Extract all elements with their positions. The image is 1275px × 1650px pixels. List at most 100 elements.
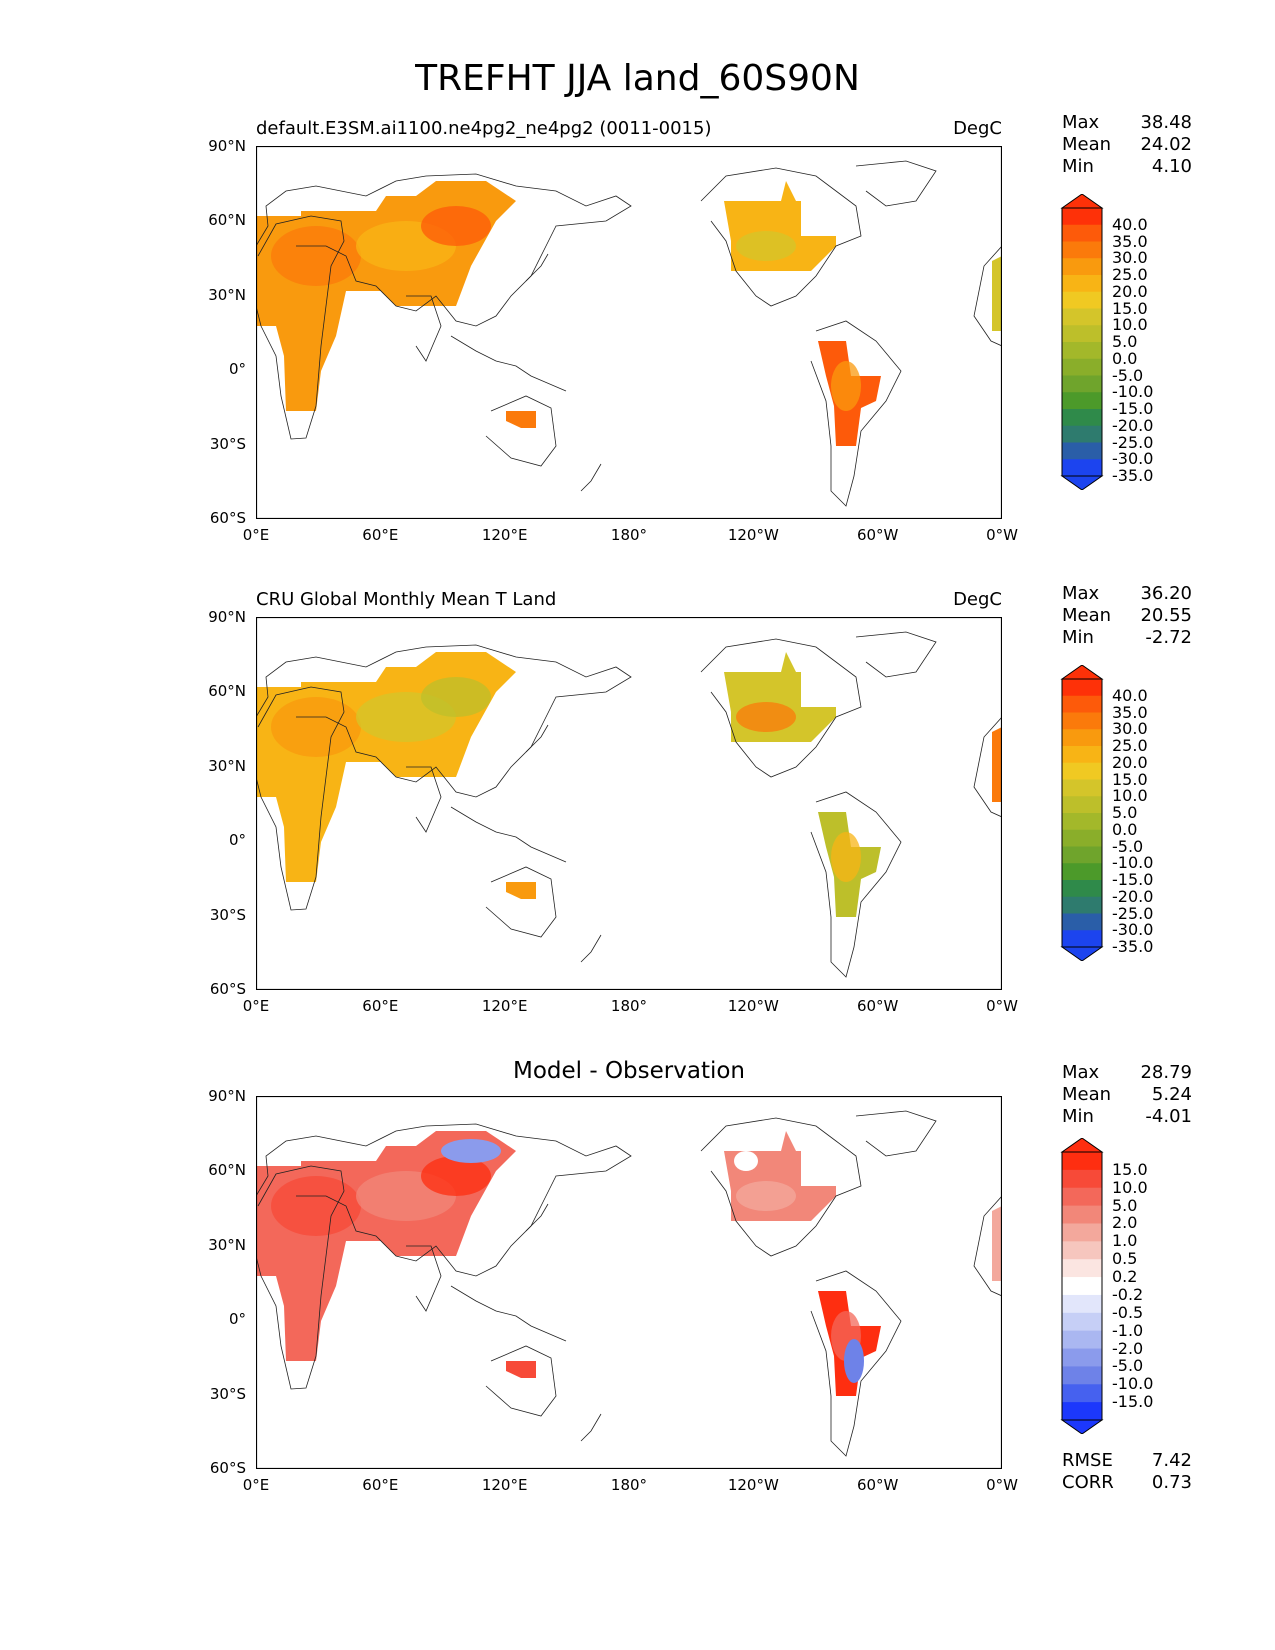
x-tick-label: 0°W bbox=[986, 1476, 1018, 1494]
panel-model: default.E3SM.ai1100.ne4pg2_ne4pg2 (0011-… bbox=[0, 112, 1275, 596]
colorbar-label: -15.0 bbox=[1112, 870, 1154, 889]
colorbar-swatch bbox=[1062, 1312, 1102, 1332]
map-svg bbox=[256, 1096, 1002, 1469]
data-contour bbox=[271, 697, 361, 757]
coastline bbox=[256, 173, 632, 327]
data-region bbox=[992, 727, 1002, 802]
coastline bbox=[450, 1285, 567, 1342]
colorbar-swatch bbox=[1062, 442, 1102, 460]
colorbar-label: 30.0 bbox=[1112, 719, 1148, 739]
colorbar-label: 2.0 bbox=[1112, 1213, 1138, 1233]
min-label: Min bbox=[1062, 627, 1094, 648]
colorbar-label: 30.0 bbox=[1112, 248, 1148, 268]
colorbar-swatch bbox=[1062, 896, 1102, 914]
x-tick-label: 180° bbox=[610, 997, 648, 1015]
colorbar-swatch bbox=[1062, 342, 1102, 360]
colorbar-label: 15.0 bbox=[1112, 769, 1148, 789]
x-tick-label: 180° bbox=[610, 526, 648, 544]
colorbar-label: 0.0 bbox=[1112, 819, 1138, 839]
coastline bbox=[580, 1413, 602, 1442]
coastline bbox=[256, 644, 632, 798]
colorbar-swatch bbox=[1062, 712, 1102, 730]
x-tick-label: 60°E bbox=[362, 997, 399, 1015]
coastline bbox=[256, 686, 345, 911]
y-tick-label: 60°S bbox=[209, 509, 246, 527]
data-region bbox=[992, 1206, 1002, 1281]
colorbar-swatch bbox=[1062, 1259, 1102, 1278]
y-tick-label: 60°N bbox=[208, 211, 246, 230]
colorbar-extend-max bbox=[1060, 665, 1104, 680]
colorbar-swatch bbox=[1062, 1402, 1102, 1421]
colorbar-label: 10.0 bbox=[1112, 1177, 1148, 1197]
colorbar-label: 25.0 bbox=[1112, 265, 1148, 284]
colorbar-swatch bbox=[1062, 913, 1102, 931]
colorbar-label: -10.0 bbox=[1112, 1374, 1154, 1394]
colorbar-swatch bbox=[1062, 1187, 1102, 1207]
map-frame bbox=[256, 617, 1002, 990]
mean-value: 20.55 bbox=[1140, 605, 1192, 626]
y-tick-label: 0° bbox=[228, 831, 246, 850]
coastline bbox=[406, 766, 442, 833]
colorbar-swatch bbox=[1062, 358, 1102, 376]
data-contour bbox=[421, 1156, 491, 1196]
panel-observation: CRU Global Monthly Mean T Land DegC Max 3… bbox=[0, 583, 1275, 1067]
y-tick-label: 60°S bbox=[209, 980, 246, 998]
metrics-box: RMSE 7.42 CORR 0.73 bbox=[1062, 1450, 1192, 1494]
x-tick-label: 0°W bbox=[986, 997, 1018, 1015]
colorbar-label: 25.0 bbox=[1112, 736, 1148, 755]
x-tick-label: 120°W bbox=[727, 1476, 779, 1494]
panel-title: default.E3SM.ai1100.ne4pg2_ne4pg2 (0011-… bbox=[256, 118, 712, 139]
coastline bbox=[525, 253, 549, 282]
y-tick-label: 30°S bbox=[209, 1384, 246, 1403]
coastline bbox=[256, 215, 345, 440]
x-tick-label: 60°W bbox=[856, 997, 899, 1015]
x-tick-label: 60°W bbox=[856, 1476, 899, 1494]
colorbar-label: 40.0 bbox=[1112, 214, 1148, 234]
colorbar-label: 20.0 bbox=[1112, 281, 1148, 301]
colorbar-swatch bbox=[1062, 880, 1102, 898]
colorbar-swatch bbox=[1062, 813, 1102, 831]
min-label: Min bbox=[1062, 156, 1094, 177]
negative-anomaly bbox=[844, 1339, 864, 1383]
colorbar-label: -1.0 bbox=[1112, 1320, 1144, 1340]
data-contour bbox=[271, 1176, 361, 1236]
data-contour bbox=[831, 361, 861, 411]
y-tick-label: 30°N bbox=[208, 285, 246, 304]
colorbar-label: 40.0 bbox=[1112, 685, 1148, 705]
colorbar-label: -0.5 bbox=[1112, 1302, 1144, 1322]
colorbar-extend-max bbox=[1060, 1138, 1104, 1153]
coastline bbox=[700, 1117, 862, 1257]
colorbar-label: -10.0 bbox=[1112, 853, 1154, 873]
coastline bbox=[450, 806, 567, 863]
colorbar-swatch bbox=[1062, 459, 1102, 477]
data-contour bbox=[736, 1181, 796, 1211]
coastline bbox=[485, 866, 557, 938]
y-tick-label: 90°N bbox=[208, 137, 246, 155]
x-tick-label: 120°E bbox=[481, 526, 528, 544]
colorbar-label: 10.0 bbox=[1112, 315, 1148, 335]
mean-value: 5.24 bbox=[1151, 1084, 1192, 1105]
x-tick-label: 120°E bbox=[481, 1476, 528, 1494]
panel-units: DegC bbox=[953, 589, 1002, 610]
colorbar-label: -5.0 bbox=[1112, 836, 1144, 856]
colorbar-extend-min bbox=[1060, 1419, 1104, 1434]
x-tick-label: 120°E bbox=[481, 997, 528, 1015]
figure-title: TREFHT JJA land_60S90N bbox=[415, 58, 860, 99]
corr-value: 0.73 bbox=[1151, 1472, 1192, 1493]
colorbar bbox=[1060, 194, 1104, 490]
colorbar-label: -5.0 bbox=[1112, 1356, 1144, 1376]
colorbar-swatch bbox=[1062, 695, 1102, 713]
colorbar-label: -20.0 bbox=[1112, 886, 1154, 906]
coastline bbox=[700, 638, 862, 778]
mean-label: Mean bbox=[1062, 134, 1112, 155]
data-contour bbox=[736, 231, 796, 261]
negative-anomaly bbox=[441, 1139, 501, 1163]
max-label: Max bbox=[1062, 583, 1100, 604]
data-region bbox=[506, 1361, 536, 1378]
colorbar-swatch bbox=[1062, 729, 1102, 747]
colorbar-swatch bbox=[1062, 224, 1102, 242]
coastline bbox=[406, 1245, 442, 1312]
max-value: 38.48 bbox=[1140, 112, 1192, 133]
y-tick-label: 90°N bbox=[208, 1087, 246, 1105]
data-contour bbox=[271, 226, 361, 286]
